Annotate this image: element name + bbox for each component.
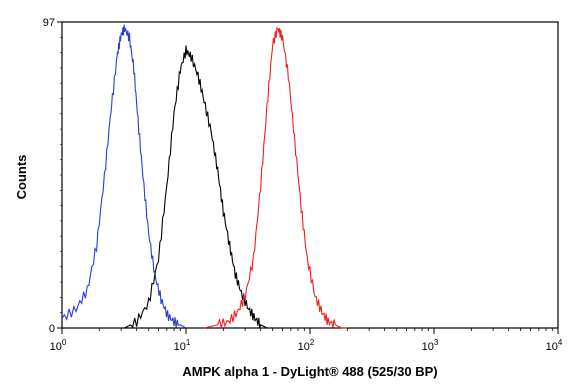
series-layer — [61, 24, 348, 329]
y-tick-label-1: 97 — [43, 17, 55, 29]
y-axis-title: Counts — [14, 155, 29, 200]
series-line-0 — [61, 24, 187, 329]
x-tick-label-4: 104 — [546, 338, 563, 353]
ticks-layer: 100 101 102 103 104 0 97 — [43, 17, 563, 353]
x-tick-label-2: 102 — [298, 338, 315, 353]
plot-area-frame — [61, 21, 559, 329]
x-tick-label-3: 103 — [422, 338, 439, 353]
x-tick-label-1: 101 — [174, 338, 191, 353]
series-line-1 — [124, 45, 273, 329]
x-axis-title: AMPK alpha 1 - DyLight® 488 (525/30 BP) — [182, 364, 437, 379]
x-tick-label-0: 100 — [50, 338, 67, 353]
series-line-2 — [203, 26, 348, 329]
y-tick-label-0: 0 — [49, 323, 55, 335]
